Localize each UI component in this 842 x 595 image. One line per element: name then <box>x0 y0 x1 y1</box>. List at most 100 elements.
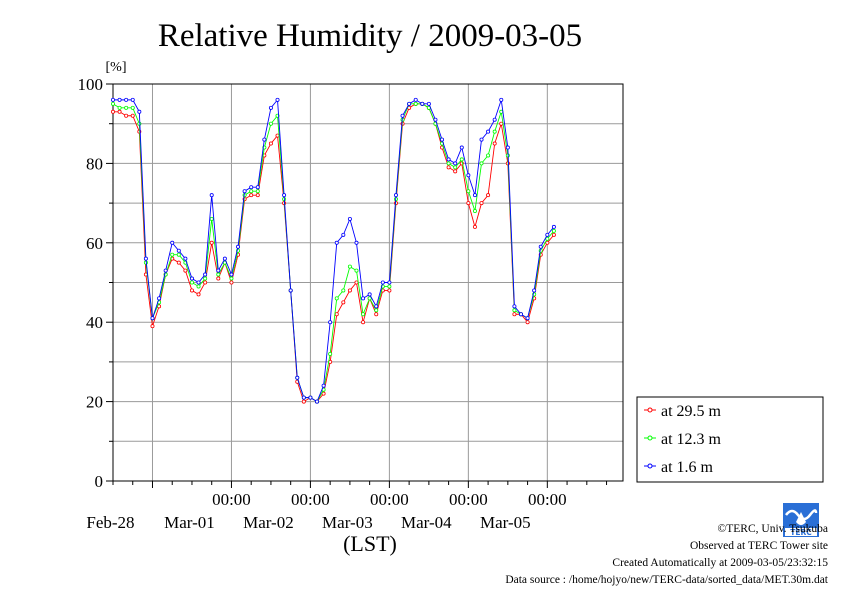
x-tick-date-label: Mar-02 <box>243 513 294 532</box>
data-point <box>551 224 556 229</box>
data-point <box>367 292 372 297</box>
series-line <box>113 98 555 403</box>
x-tick-hour-label: 00:00 <box>449 490 488 509</box>
data-point <box>117 109 122 114</box>
data-point <box>255 185 260 190</box>
data-point <box>453 165 458 170</box>
data-point <box>189 276 194 281</box>
data-point <box>124 97 129 102</box>
terc-logo: TERC <box>783 503 819 537</box>
data-point <box>328 351 333 356</box>
legend-marker <box>647 435 653 441</box>
data-point <box>295 375 300 380</box>
data-point <box>268 121 273 126</box>
footer-created: Created Automatically at 2009-03-05/23:3… <box>612 557 828 569</box>
data-point <box>486 193 491 198</box>
data-point <box>466 189 471 194</box>
data-point <box>150 316 155 321</box>
data-point <box>111 97 116 102</box>
data-point <box>196 280 201 285</box>
footer-copyright: ©TERC, Univ. Tsukuba <box>717 523 828 535</box>
data-point <box>111 101 116 106</box>
series-line <box>112 103 555 403</box>
data-point <box>367 296 372 301</box>
data-point <box>229 272 234 277</box>
data-point <box>203 272 208 277</box>
data-point <box>262 137 267 142</box>
data-point <box>170 240 175 245</box>
svg-text:TERC: TERC <box>790 528 812 537</box>
data-point <box>446 157 451 162</box>
data-point <box>176 260 181 265</box>
x-tick-hour-label: 00:00 <box>528 490 567 509</box>
data-point <box>361 320 366 325</box>
data-point <box>472 193 477 198</box>
data-point <box>466 201 471 206</box>
y-tick-label: 60 <box>86 234 103 253</box>
data-point <box>525 320 530 325</box>
legend-marker <box>647 407 653 413</box>
x-tick-date-label: Mar-05 <box>480 513 531 532</box>
data-point <box>130 105 135 110</box>
data-point <box>137 109 142 114</box>
data-point <box>453 169 458 174</box>
data-point <box>176 252 181 257</box>
data-point <box>275 97 280 102</box>
data-point <box>459 157 464 162</box>
data-point <box>203 280 208 285</box>
data-point <box>380 280 385 285</box>
data-point <box>124 113 129 118</box>
data-point <box>111 109 116 114</box>
data-point <box>268 105 273 110</box>
data-point <box>538 244 543 249</box>
series-at-1-6-m <box>111 97 556 404</box>
data-point <box>374 308 379 313</box>
data-point <box>499 121 504 126</box>
data-point <box>308 395 313 400</box>
data-point <box>387 288 392 293</box>
data-point <box>347 216 352 221</box>
data-point <box>236 244 241 249</box>
data-point <box>150 324 155 329</box>
data-point <box>117 105 122 110</box>
x-axis-title: (LST) <box>343 531 397 556</box>
data-point <box>374 304 379 309</box>
data-point <box>512 308 517 313</box>
data-point <box>499 97 504 102</box>
data-point <box>189 280 194 285</box>
data-point <box>216 268 221 273</box>
data-point <box>512 304 517 309</box>
data-point <box>479 137 484 142</box>
data-point <box>130 97 135 102</box>
data-point <box>354 240 359 245</box>
x-tick-date-label: Feb-28 <box>86 513 134 532</box>
data-point <box>472 224 477 229</box>
data-point <box>242 189 247 194</box>
data-point <box>268 141 273 146</box>
data-point <box>288 288 293 293</box>
series-at-12-3-m <box>111 101 556 404</box>
data-point <box>334 296 339 301</box>
data-point <box>216 276 221 281</box>
data-point <box>328 320 333 325</box>
series-group <box>111 97 556 404</box>
data-point <box>446 165 451 170</box>
chart-title: Relative Humidity / 2009-03-05 <box>158 18 582 54</box>
data-point <box>249 193 254 198</box>
data-point <box>420 101 425 106</box>
data-point <box>209 216 214 221</box>
data-point <box>157 296 162 301</box>
data-point <box>216 272 221 277</box>
data-point <box>229 280 234 285</box>
data-point <box>387 280 392 285</box>
x-tick-date-label: Mar-03 <box>322 513 373 532</box>
data-point <box>249 189 254 194</box>
data-point <box>301 395 306 400</box>
data-point <box>229 276 234 281</box>
y-tick-label: 0 <box>95 472 104 491</box>
data-point <box>321 383 326 388</box>
data-point <box>163 268 168 273</box>
legend-marker <box>647 463 653 469</box>
data-point <box>466 173 471 178</box>
data-point <box>341 300 346 305</box>
